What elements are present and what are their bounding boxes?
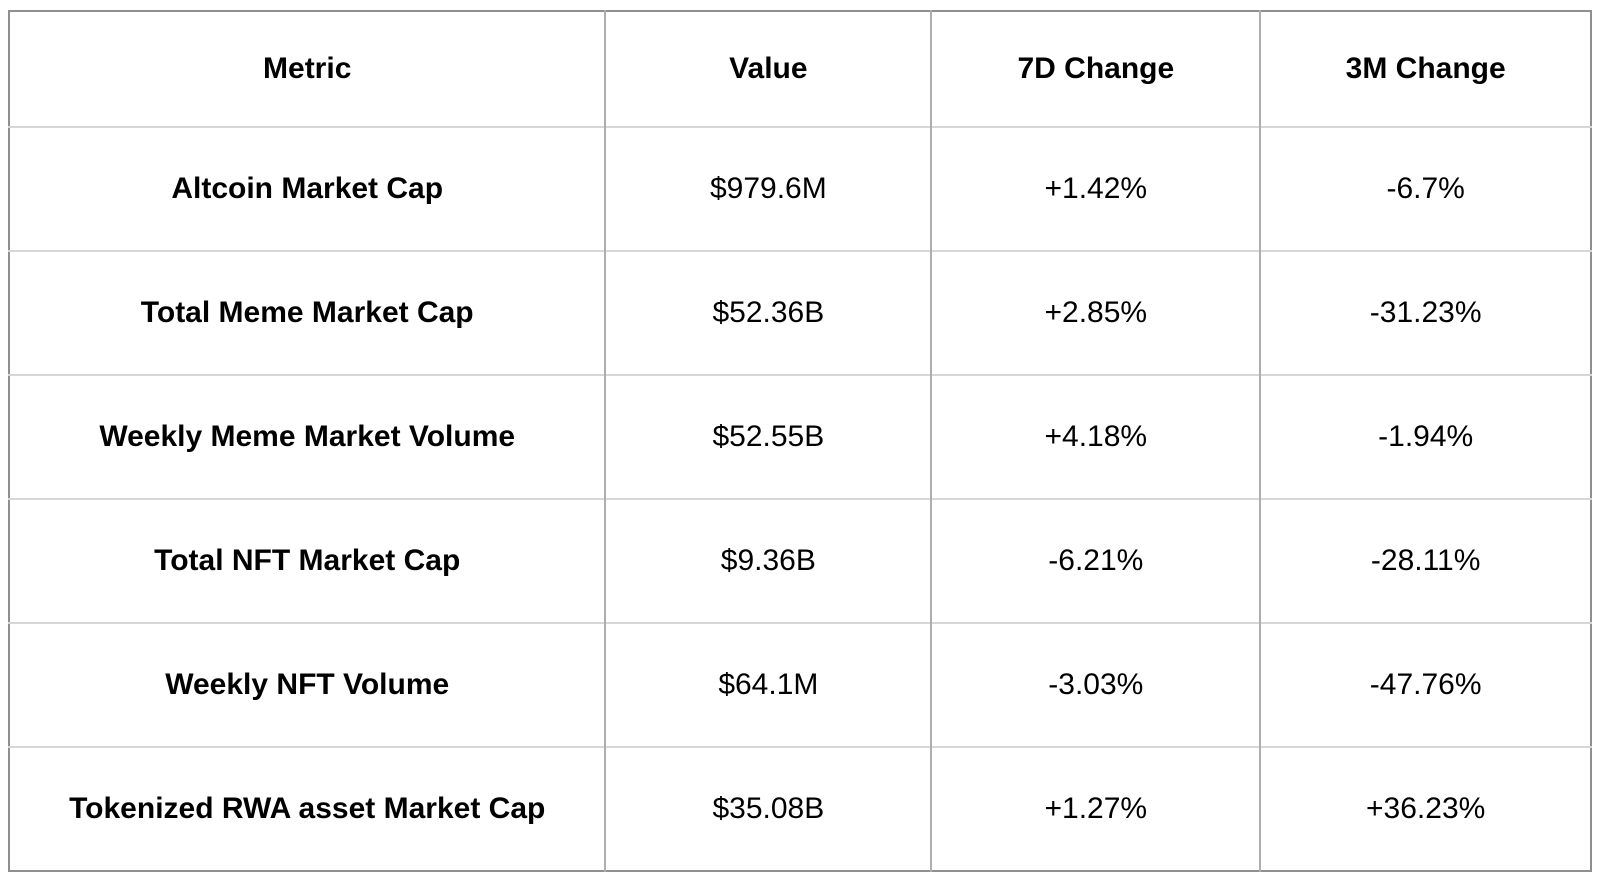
table-row: Tokenized RWA asset Market Cap $35.08B +1.… (9, 746, 1591, 871)
cell-metric: Altcoin Market Cap (9, 126, 606, 251)
cell-value: $52.36B (604, 250, 932, 375)
cell-metric: Weekly NFT Volume (9, 622, 606, 747)
cell-3m-change: -47.76% (1259, 622, 1591, 747)
cell-value: $52.55B (604, 374, 932, 499)
cell-metric: Total NFT Market Cap (9, 498, 606, 623)
cell-metric: Tokenized RWA asset Market Cap (9, 746, 606, 871)
metrics-table: Metric Value 7D Change 3M Change Altcoin… (8, 10, 1592, 872)
cell-3m-change: -1.94% (1259, 374, 1591, 499)
table-row: Total NFT Market Cap $9.36B -6.21% -28.11% (9, 498, 1591, 623)
cell-value: $35.08B (604, 746, 932, 871)
cell-7d-change: +4.18% (930, 374, 1261, 499)
cell-metric: Total Meme Market Cap (9, 250, 606, 375)
cell-7d-change: +2.85% (930, 250, 1261, 375)
cell-value: $979.6M (604, 126, 932, 251)
cell-3m-change: +36.23% (1259, 746, 1591, 871)
cell-7d-change: +1.42% (930, 126, 1261, 251)
cell-value: $9.36B (604, 498, 932, 623)
cell-3m-change: -28.11% (1259, 498, 1591, 623)
table-body: Altcoin Market Cap $979.6M +1.42% -6.7% Tota… (9, 126, 1591, 871)
col-header-metric: Metric (263, 52, 352, 85)
cell-3m-change: -31.23% (1259, 250, 1591, 375)
header-row: Metric Value 7D Change 3M Change (9, 11, 1591, 127)
col-header-7d-change: 7D Change (930, 11, 1261, 127)
cell-7d-change: -6.21% (930, 498, 1261, 623)
cell-3m-change: -6.7% (1259, 126, 1591, 251)
cell-7d-change: -3.03% (930, 622, 1261, 747)
cell-value: $64.1M (604, 622, 932, 747)
table-row: Total Meme Market Cap $52.36B +2.85% -31.23… (9, 250, 1591, 375)
col-header-3m-change: 3M Change (1259, 11, 1591, 127)
table-row: Weekly NFT Volume $64.1M -3.03% -47.76% (9, 622, 1591, 747)
cell-metric: Weekly Meme Market Volume (9, 374, 606, 499)
table-row: Weekly Meme Market Volume $52.55B +4.18% -1… (9, 374, 1591, 499)
cell-7d-change: +1.27% (930, 746, 1261, 871)
table-row: Altcoin Market Cap $979.6M +1.42% -6.7% (9, 126, 1591, 251)
col-header-value: Value (604, 11, 932, 127)
